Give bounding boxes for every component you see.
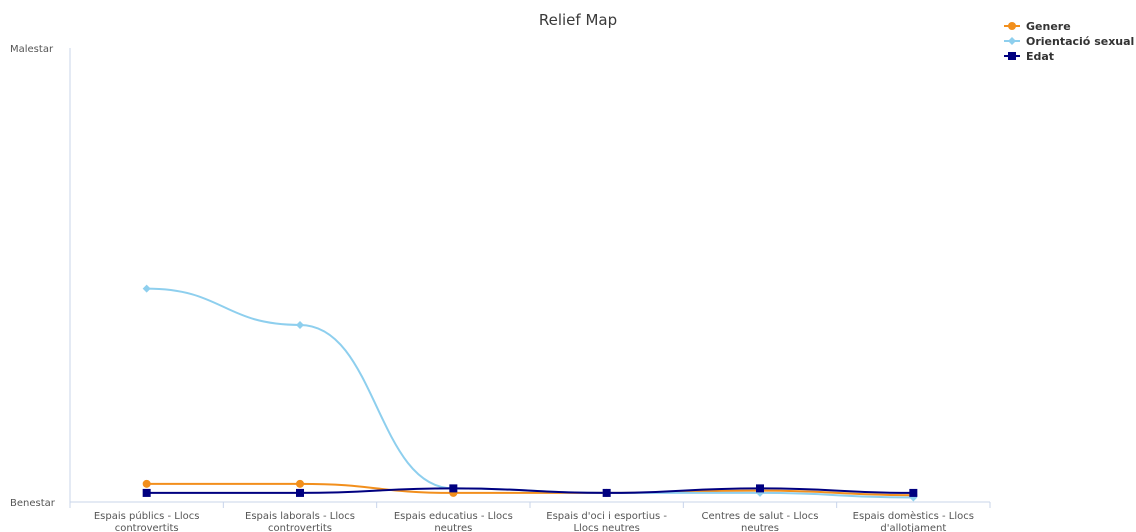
y-tick-label: Malestar bbox=[10, 44, 54, 55]
y-tick-label: Benestar bbox=[10, 498, 56, 509]
x-tick-label: controvertits bbox=[115, 523, 179, 532]
data-point[interactable] bbox=[142, 488, 151, 497]
data-point[interactable] bbox=[296, 320, 304, 329]
x-tick-label: Espais públics - Llocs bbox=[94, 510, 200, 522]
data-point[interactable] bbox=[909, 488, 918, 497]
x-tick-label: Espais d'oci i esportius - bbox=[546, 511, 667, 522]
series-line-1 bbox=[146, 287, 914, 499]
data-point[interactable] bbox=[756, 484, 764, 493]
legend-item-label[interactable]: Orientació sexual bbox=[1026, 35, 1134, 48]
data-point[interactable] bbox=[142, 479, 151, 488]
x-tick-label: neutres bbox=[434, 523, 472, 532]
x-tick-label: Centres de salut - Llocs bbox=[701, 511, 818, 522]
legend-marker bbox=[1008, 52, 1016, 60]
legend-marker bbox=[1008, 37, 1016, 45]
x-tick-label: neutres bbox=[741, 523, 779, 532]
x-tick-label: Llocs neutres bbox=[573, 523, 639, 532]
legend-item-label[interactable]: Genere bbox=[1026, 20, 1071, 33]
data-point[interactable] bbox=[602, 488, 611, 497]
x-tick-label: Espais domèstics - Llocs bbox=[853, 510, 974, 522]
data-point[interactable] bbox=[142, 284, 151, 293]
chart-title: Relief Map bbox=[539, 11, 617, 29]
x-tick-label: Espais laborals - Llocs bbox=[245, 511, 355, 522]
data-point[interactable] bbox=[296, 479, 304, 488]
legend-marker bbox=[1008, 22, 1016, 30]
x-tick-label: d'allotjament bbox=[880, 523, 946, 532]
data-point[interactable] bbox=[449, 484, 458, 493]
series-line-2 bbox=[146, 487, 914, 494]
legend-item-label[interactable]: Edat bbox=[1026, 50, 1054, 63]
series-line-0 bbox=[146, 482, 914, 497]
data-point[interactable] bbox=[296, 488, 304, 497]
x-tick-label: Espais educatius - Llocs bbox=[394, 511, 513, 522]
x-tick-label: controvertits bbox=[268, 523, 332, 532]
